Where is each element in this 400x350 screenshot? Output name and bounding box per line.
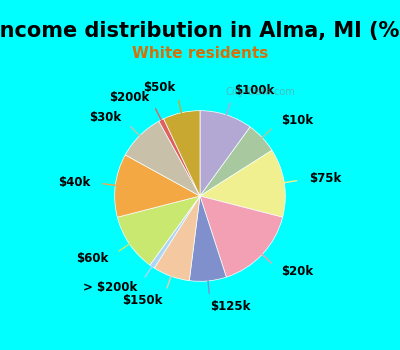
Text: Income distribution in Alma, MI (%): Income distribution in Alma, MI (%) [0,21,400,41]
Text: $75k: $75k [310,172,342,185]
Wedge shape [125,121,200,196]
Text: $100k: $100k [234,84,274,97]
Wedge shape [164,111,200,196]
Text: White residents: White residents [132,46,268,61]
Wedge shape [200,150,285,217]
Wedge shape [115,155,200,217]
Text: City-Data.com: City-Data.com [225,87,295,97]
Text: $20k: $20k [281,265,313,278]
Text: > $200k: > $200k [84,281,138,294]
Text: $200k: $200k [109,91,150,104]
Text: $150k: $150k [122,294,162,307]
Text: $125k: $125k [210,300,251,313]
Text: $60k: $60k [76,252,108,265]
Wedge shape [159,119,200,196]
Wedge shape [150,196,200,268]
Wedge shape [200,111,250,196]
Text: $30k: $30k [90,111,122,124]
Text: $40k: $40k [58,176,90,189]
Text: $50k: $50k [144,81,176,94]
Wedge shape [200,196,283,277]
Wedge shape [200,127,272,196]
Wedge shape [117,196,200,265]
Wedge shape [189,196,226,281]
Text: $10k: $10k [281,114,313,127]
Wedge shape [154,196,200,281]
